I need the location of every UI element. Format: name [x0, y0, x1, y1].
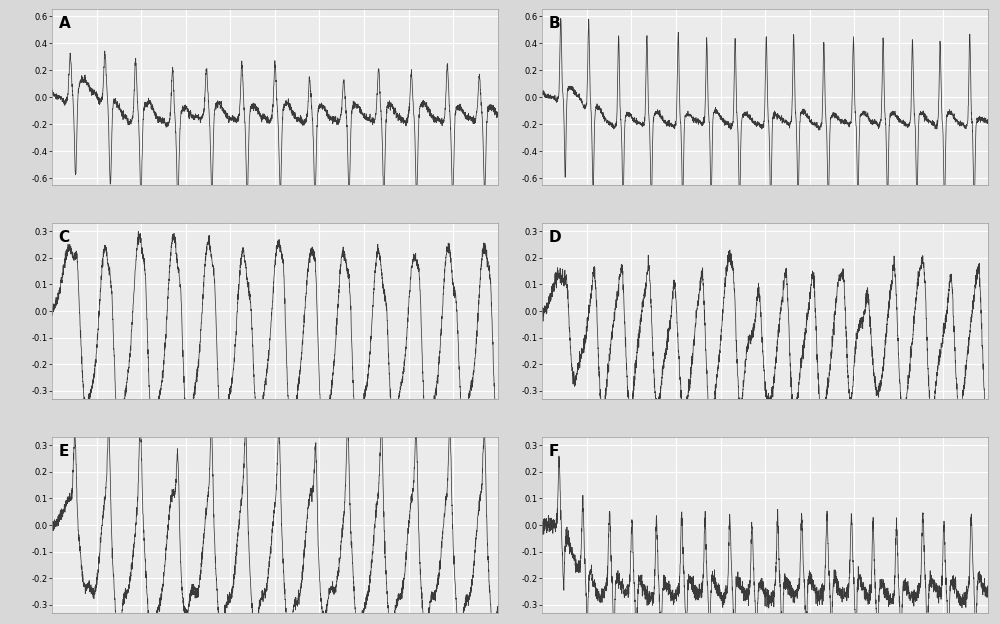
Text: A: A — [59, 16, 70, 31]
Text: D: D — [549, 230, 562, 245]
Text: E: E — [59, 444, 69, 459]
Text: F: F — [549, 444, 559, 459]
Text: B: B — [549, 16, 561, 31]
Text: C: C — [59, 230, 70, 245]
